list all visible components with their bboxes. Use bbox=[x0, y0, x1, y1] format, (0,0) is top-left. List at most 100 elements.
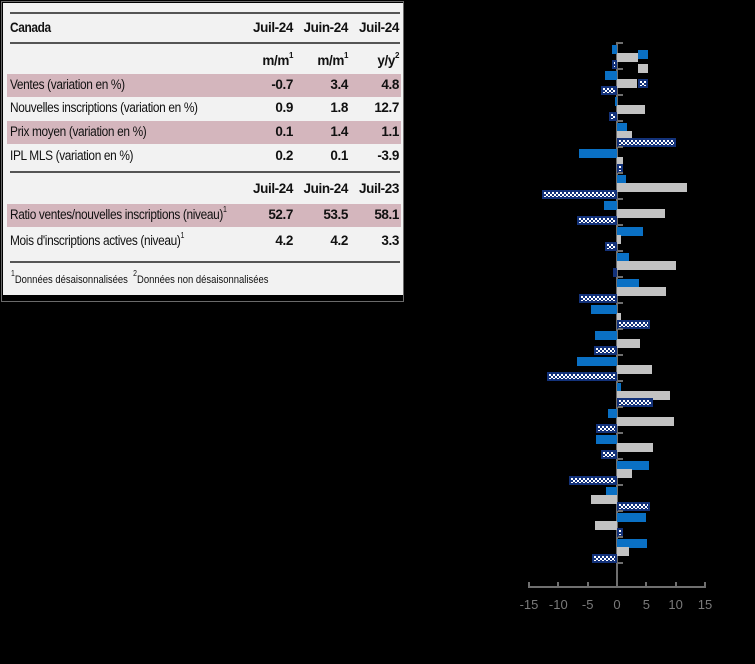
x-tick-label: 0 bbox=[613, 597, 621, 612]
cell: 58.1 bbox=[374, 207, 399, 222]
bar-grey bbox=[617, 104, 646, 114]
bar-grey bbox=[617, 156, 624, 166]
bar-hatch bbox=[605, 242, 617, 251]
x-tick bbox=[586, 582, 589, 587]
table-row-ratio: Ratio ventes/nouvelles inscriptions (niv… bbox=[7, 204, 401, 227]
bar-grey bbox=[617, 390, 671, 400]
row-label: Mois d'inscriptions actives (niveau)1 bbox=[10, 231, 185, 249]
row-label: Nouvelles inscriptions (variation en %) bbox=[10, 100, 198, 115]
bottom-rule bbox=[10, 261, 400, 263]
bar-grey bbox=[617, 260, 677, 270]
bar-hatch bbox=[611, 60, 617, 69]
col-header-3: Juil-24 bbox=[359, 20, 399, 35]
y-tick bbox=[618, 302, 623, 304]
header-rule bbox=[10, 42, 400, 44]
bar-blue bbox=[617, 227, 643, 236]
bar-grey bbox=[617, 234, 622, 244]
unit-3: y/y2 bbox=[377, 51, 399, 69]
bar-grey bbox=[617, 338, 640, 348]
bar-grey bbox=[617, 442, 654, 452]
cell: -3.9 bbox=[377, 148, 399, 163]
bar-hatch bbox=[600, 86, 617, 95]
region-label: Canada bbox=[10, 20, 51, 35]
y-tick bbox=[618, 172, 623, 174]
y-tick bbox=[618, 510, 623, 512]
y-tick bbox=[618, 94, 623, 96]
x-tick bbox=[645, 582, 648, 587]
y-tick bbox=[618, 354, 623, 356]
col-header-2: Juin-24 bbox=[303, 20, 349, 35]
bar-blue bbox=[576, 357, 617, 366]
cell: -0.7 bbox=[271, 77, 293, 92]
x-tick bbox=[557, 582, 560, 587]
col-header-2: Juin-24 bbox=[303, 181, 349, 196]
bar-grey bbox=[617, 130, 633, 140]
bar-blue bbox=[617, 123, 627, 132]
bar-grey bbox=[617, 182, 687, 192]
bar-blue bbox=[607, 409, 617, 418]
table-row-prix-moyen: Prix moyen (variation en %) 0.1 1.4 1.1 bbox=[7, 121, 401, 144]
y-tick bbox=[618, 68, 623, 70]
bar-hatch bbox=[576, 216, 617, 225]
y-tick bbox=[618, 120, 623, 122]
cell: 0.2 bbox=[275, 148, 293, 163]
col-header-1: Juil-24 bbox=[253, 181, 293, 196]
bar-grey bbox=[617, 416, 675, 426]
bar-blue bbox=[615, 97, 618, 106]
bar-blue bbox=[596, 435, 617, 444]
y-tick bbox=[618, 484, 623, 486]
y-tick bbox=[618, 328, 623, 330]
bar-grey bbox=[617, 208, 665, 218]
bar-grey bbox=[617, 546, 630, 556]
col-header-1: Juil-24 bbox=[253, 20, 293, 35]
x-tick-label: 5 bbox=[642, 597, 650, 612]
y-tick bbox=[618, 380, 623, 382]
bar-grey bbox=[617, 468, 632, 478]
legend-swatch-grey bbox=[638, 64, 648, 73]
bar-blue bbox=[579, 149, 617, 158]
cell: 0.9 bbox=[275, 100, 293, 115]
table-row-mois-inscriptions: Mois d'inscriptions actives (niveau)1 4.… bbox=[7, 230, 401, 253]
x-tick bbox=[674, 582, 677, 587]
y-tick bbox=[618, 406, 623, 408]
bar-grey bbox=[617, 52, 639, 62]
bar-hatch bbox=[541, 190, 617, 199]
row-label: Prix moyen (variation en %) bbox=[10, 124, 147, 139]
bar-hatch bbox=[593, 346, 617, 355]
x-tick bbox=[528, 582, 530, 587]
legend-swatch-blue bbox=[638, 50, 648, 59]
units-row: m/m1 m/m1 y/y2 bbox=[7, 50, 401, 73]
y-tick bbox=[618, 198, 623, 200]
y-tick bbox=[618, 224, 623, 226]
bar-grey bbox=[591, 494, 617, 504]
cell: 0.1 bbox=[275, 124, 293, 139]
bar-hatch bbox=[617, 398, 653, 407]
bar-hatch bbox=[617, 320, 651, 329]
legend-swatch-hatched bbox=[638, 79, 648, 88]
y-tick bbox=[618, 536, 623, 538]
bar-blue bbox=[590, 305, 617, 314]
market-summary-table: Canada Juil-24 Juin-24 Juil-24 m/m1 m/m1… bbox=[3, 3, 403, 295]
bar-grey bbox=[595, 520, 617, 530]
cell: 1.8 bbox=[330, 100, 348, 115]
bar-hatch bbox=[591, 554, 617, 563]
bar-blue bbox=[617, 279, 639, 288]
cell: 3.4 bbox=[330, 77, 348, 92]
cell: 0.1 bbox=[330, 148, 348, 163]
cell: 1.1 bbox=[381, 124, 399, 139]
x-tick-label: -5 bbox=[581, 597, 594, 612]
cell: 12.7 bbox=[374, 100, 399, 115]
table-row-ventes: Ventes (variation en %) -0.7 3.4 4.8 bbox=[7, 74, 401, 97]
cell: 4.2 bbox=[330, 233, 348, 248]
bar-hatch bbox=[579, 294, 617, 303]
cell: 53.5 bbox=[323, 207, 348, 222]
bar-hatch bbox=[601, 450, 617, 459]
cell: 4.8 bbox=[381, 77, 399, 92]
bar-grey bbox=[617, 286, 667, 296]
bar-hatch bbox=[613, 268, 618, 277]
bar-hatch bbox=[608, 112, 617, 121]
bar-blue bbox=[617, 461, 650, 470]
y-tick bbox=[618, 562, 623, 564]
unit-1: m/m1 bbox=[262, 51, 293, 69]
